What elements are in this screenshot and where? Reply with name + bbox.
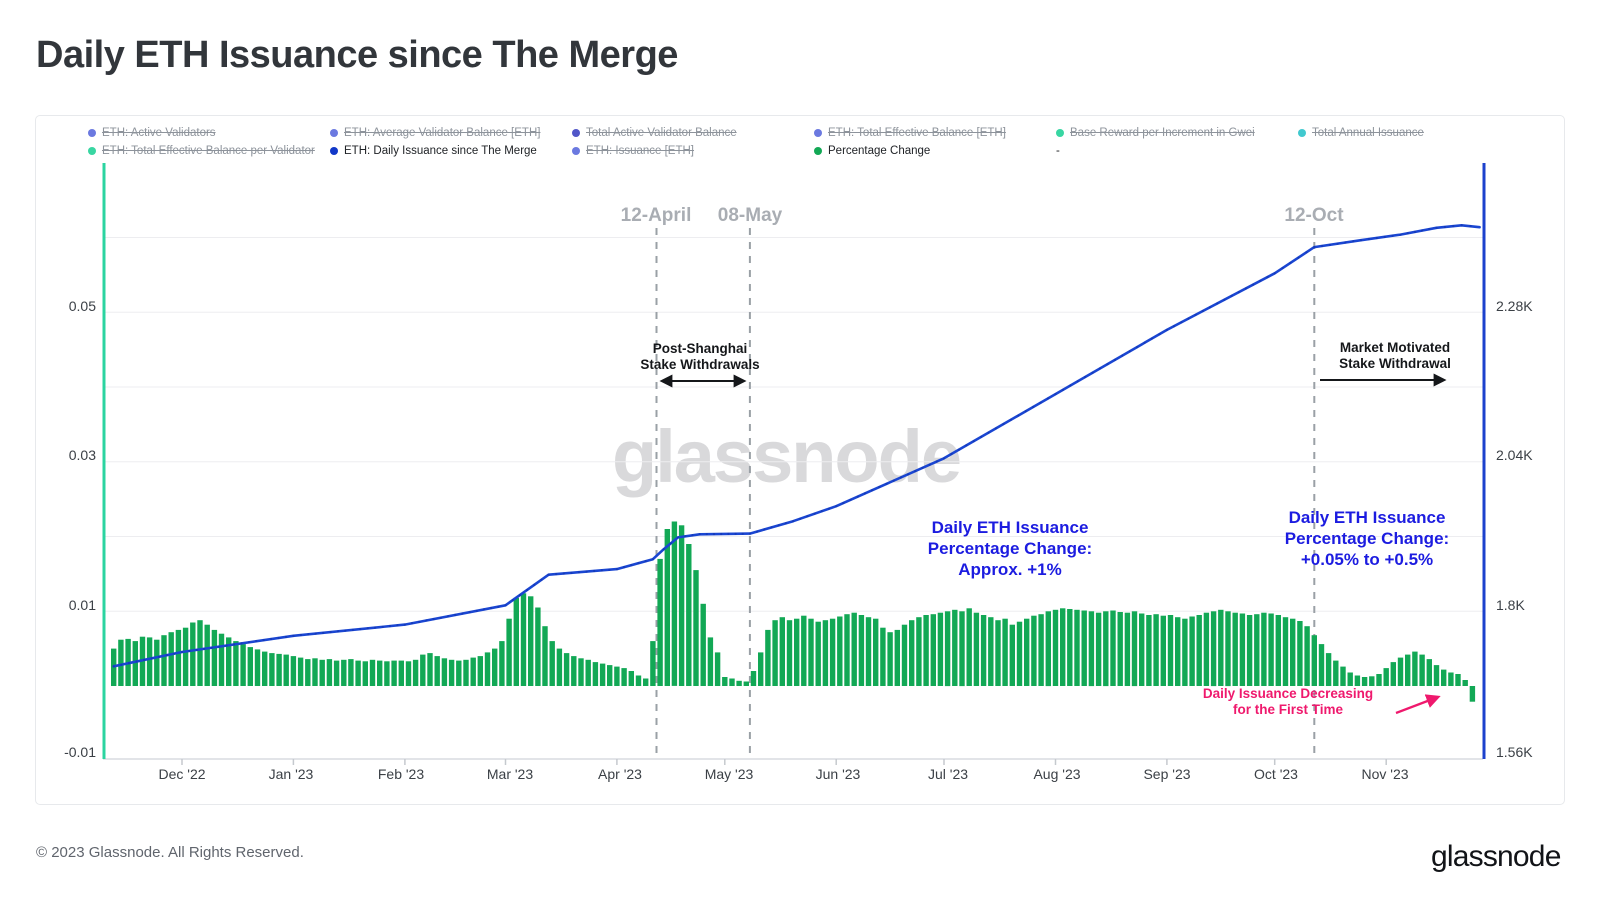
legend-item-base-reward-per-increment[interactable]: Base Reward per Increment in Gwei	[1056, 125, 1298, 141]
legend-label: Total Active Validator Balance	[586, 127, 737, 139]
chart-legend: ETH: Active Validators ETH: Average Vali…	[88, 125, 1540, 159]
y-left-tick: 0.03	[69, 447, 96, 463]
series-color-dot	[1298, 128, 1306, 137]
x-tick: Jul '23	[928, 766, 968, 782]
event-label-08-may: 08-May	[718, 205, 783, 226]
x-tick: Mar '23	[487, 766, 533, 782]
legend-item-effective-balance-per-validator[interactable]: ETH: Total Effective Balance per Validat…	[88, 143, 330, 159]
legend-label: Total Annual Issuance	[1312, 127, 1424, 139]
y-right-tick: 2.28K	[1496, 298, 1533, 314]
x-tick: Dec '22	[158, 766, 205, 782]
page-title: Daily ETH Issuance since The Merge	[36, 34, 678, 76]
legend-label: ETH: Daily Issuance since The Merge	[344, 145, 537, 157]
legend-item-total-annual-issuance[interactable]: Total Annual Issuance	[1298, 125, 1540, 141]
legend-item-total-active-validator-balance[interactable]: Total Active Validator Balance	[572, 125, 814, 141]
glassnode-logo: glassnode	[1431, 840, 1561, 873]
series-color-dot	[330, 128, 338, 137]
legend-label: ETH: Total Effective Balance [ETH]	[828, 127, 1006, 139]
legend-item-issuance-eth[interactable]: ETH: Issuance [ETH]	[572, 143, 814, 159]
x-tick: Aug '23	[1033, 766, 1080, 782]
footer-copyright: © 2023 Glassnode. All Rights Reserved.	[36, 844, 304, 861]
y-right-tick: 1.8K	[1496, 597, 1525, 613]
glassnode-watermark: glassnode	[612, 415, 960, 498]
x-tick: Jan '23	[269, 766, 314, 782]
pink-arrow-decreasing-issuance	[1395, 694, 1441, 715]
chart-card	[35, 115, 1565, 805]
event-dashed-lines	[655, 228, 1316, 759]
legend-label: ETH: Active Validators	[102, 127, 216, 139]
y-left-tick: 0.05	[69, 298, 96, 314]
gridlines	[103, 237, 1483, 765]
legend-item-daily-issuance-since-merge[interactable]: ETH: Daily Issuance since The Merge	[330, 143, 572, 159]
y-right-tick: 1.56K	[1496, 744, 1533, 760]
y-left-tick: 0.01	[69, 597, 96, 613]
series-color-dot	[572, 146, 580, 155]
x-tick: Apr '23	[598, 766, 642, 782]
legend-label: ETH: Total Effective Balance per Validat…	[102, 145, 315, 157]
event-labels: 12-April 08-May 12-Oct	[621, 205, 1345, 226]
event-label-12-oct: 12-Oct	[1284, 205, 1344, 226]
y-left-tick: -0.01	[64, 744, 96, 760]
legend-label: Percentage Change	[828, 145, 931, 157]
legend-label: -	[1056, 145, 1060, 157]
series-color-dot	[814, 128, 822, 137]
legend-label: ETH: Average Validator Balance [ETH]	[344, 127, 541, 139]
x-tick: Oct '23	[1254, 766, 1298, 782]
annotation-arrows	[659, 373, 1447, 715]
y-axis-right-labels: 2.28K 2.04K 1.8K 1.56K	[1496, 298, 1533, 760]
legend-item-avg-validator-balance[interactable]: ETH: Average Validator Balance [ETH]	[330, 125, 572, 141]
y-axis-left-labels: 0.05 0.03 0.01 -0.01	[64, 298, 96, 760]
legend-label: Base Reward per Increment in Gwei	[1070, 127, 1255, 139]
x-tick: Jun '23	[816, 766, 861, 782]
series-color-dot	[88, 128, 96, 137]
daily-issuance-line[interactable]	[112, 224, 1481, 668]
legend-item-dash[interactable]: -	[1056, 143, 1298, 159]
series-color-dot	[88, 146, 96, 155]
x-tick: May '23	[705, 766, 754, 782]
x-axis-labels: Dec '22 Jan '23 Feb '23 Mar '23 Apr '23 …	[158, 766, 1408, 782]
event-label-12-april: 12-April	[621, 205, 692, 226]
legend-item-active-validators[interactable]: ETH: Active Validators	[88, 125, 330, 141]
percentage-change-bars[interactable]	[111, 521, 1476, 702]
x-tick: Nov '23	[1361, 766, 1408, 782]
series-color-dot	[330, 146, 338, 155]
x-tick: Sep '23	[1143, 766, 1190, 782]
y-right-tick: 2.04K	[1496, 447, 1533, 463]
legend-item-percentage-change[interactable]: Percentage Change	[814, 143, 1056, 159]
x-tick: Feb '23	[378, 766, 424, 782]
series-color-dot	[1056, 128, 1064, 137]
series-color-dot	[814, 146, 822, 155]
legend-item-total-effective-balance[interactable]: ETH: Total Effective Balance [ETH]	[814, 125, 1056, 141]
chart-series-layer	[102, 163, 1486, 765]
legend-label: ETH: Issuance [ETH]	[586, 145, 695, 157]
series-color-dot	[572, 128, 580, 137]
